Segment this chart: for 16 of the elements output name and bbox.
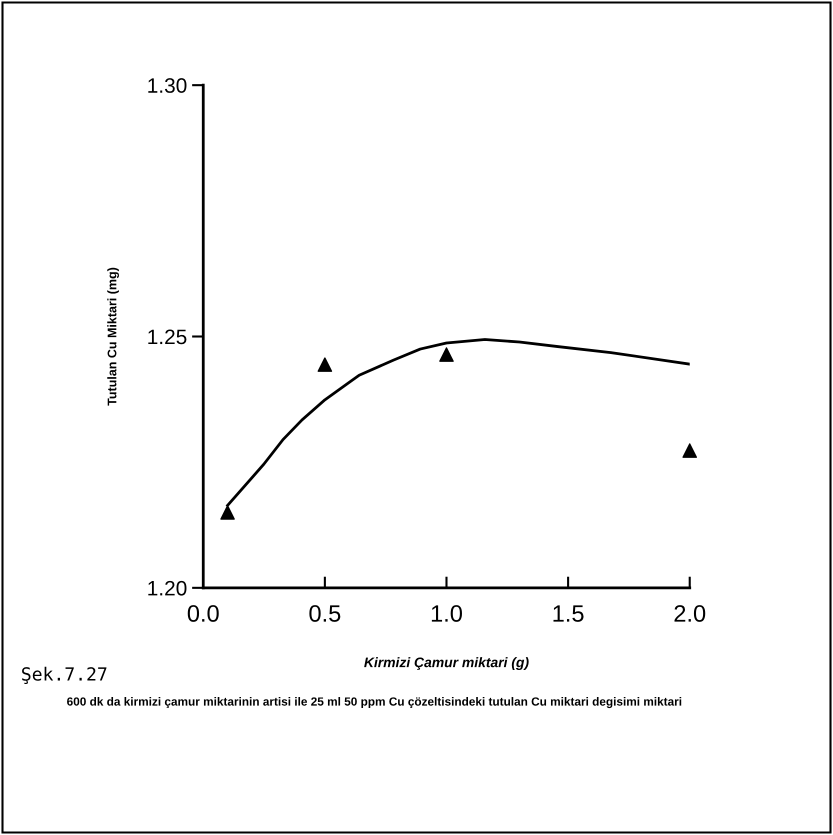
y-axis-title: Tutulan Cu Miktari (mg): [107, 268, 119, 406]
point: [220, 505, 235, 520]
x-axis-title: Kirmizi Çamur miktari (g): [364, 657, 529, 670]
point: [318, 357, 332, 372]
x-tick-label: 1.0: [432, 605, 462, 622]
y-tick-label: 1.30: [148, 78, 186, 93]
text: 600 dk da kirmizi çamur miktarinin artisi ile 25 ml 50 ppm Cu çözeltisindeki tutulan Cu miktari degisimi miktari: [67, 697, 682, 708]
y-tick-label: 1.20: [148, 580, 186, 596]
x-tick-label: 1.5: [553, 605, 584, 622]
y-tick-label: 1.25: [148, 330, 186, 344]
x-tick-label: 0.5: [309, 605, 340, 622]
point: [682, 443, 698, 458]
x-tick-label: 2.0: [674, 605, 706, 622]
text: Şek.7.27: [22, 666, 106, 684]
point: [439, 347, 454, 362]
x-tick-label: 0.0: [188, 605, 219, 622]
